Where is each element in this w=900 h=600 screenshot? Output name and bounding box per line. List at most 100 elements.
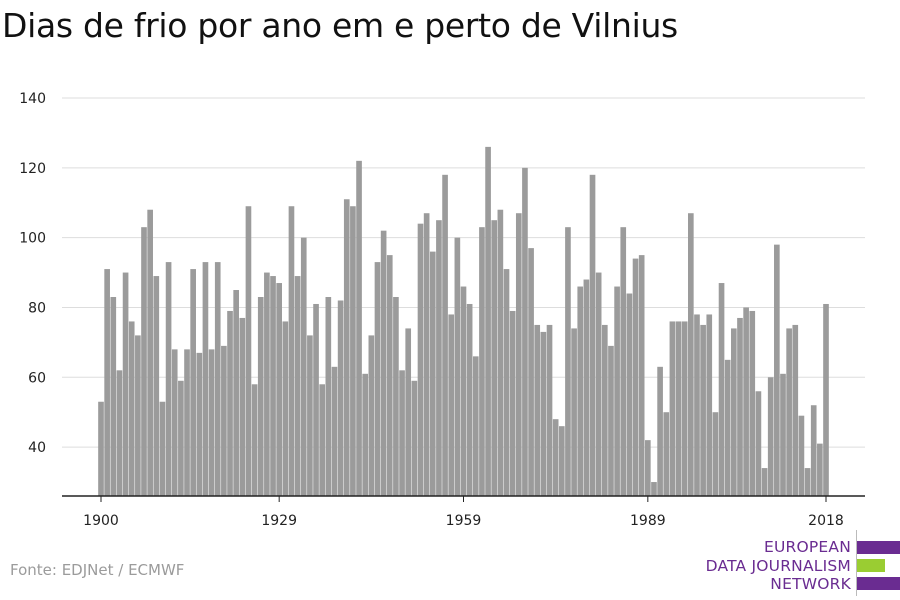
bar-1972 [540,331,547,496]
bar-1997 [694,314,700,496]
bar-1947 [386,255,393,496]
bar-1971 [534,324,541,496]
bar-1981 [595,272,602,496]
bar-1953 [423,213,430,496]
bar-1956 [442,174,448,496]
bar-1976 [565,227,571,496]
bar-1905 [128,321,135,496]
y-tick-label-40: 40 [28,440,46,456]
bar-1968 [515,213,522,496]
bar-2016 [810,405,817,496]
bar-2014 [798,415,805,496]
bar-1907 [141,227,147,496]
bar-1985 [620,227,627,496]
bar-1901 [104,269,110,496]
x-tick-label-1989: 1989 [630,513,666,529]
bar-1924 [245,206,252,497]
logo-bar-purple-bottom [857,577,900,590]
bar-1918 [208,349,215,496]
y-tick-label-120: 120 [19,161,46,177]
bar-1987 [632,258,639,496]
bar-2018 [823,303,829,496]
bar-1944 [368,335,375,496]
bar-1938 [331,366,338,496]
bar-1978 [577,286,584,496]
bar-2006 [749,310,756,496]
bar-1992 [663,412,670,496]
bar-1903 [116,370,123,496]
bar-2002 [724,359,731,496]
bar-1973 [546,324,553,496]
bar-1974 [552,419,559,496]
logo-bar-green [857,559,885,572]
bar-1984 [614,286,620,496]
bar-1912 [171,349,178,496]
bar-1930 [282,321,289,496]
x-tick-label-2018: 2018 [808,513,844,529]
source-note: Fonte: EDJNet / ECMWF [10,561,185,579]
bar-1913 [178,380,184,496]
bar-2015 [804,468,811,496]
bar-1946 [380,230,387,497]
bar-1911 [165,262,172,496]
x-tick-label-1959: 1959 [446,513,482,529]
bar-1983 [608,345,614,496]
bar-1961 [472,356,479,496]
bar-1943 [362,373,369,496]
bar-1980 [589,174,596,496]
bar-1904 [122,272,129,496]
bar-1952 [417,223,424,496]
bar-1995 [681,321,688,496]
bar-1923 [239,317,246,496]
bar-1959 [460,286,467,496]
y-tick-label-100: 100 [19,231,46,247]
bar-1989 [645,440,651,496]
bars [98,146,829,497]
bar-2011 [780,373,786,496]
bar-1991 [657,366,663,496]
bar-1967 [509,310,516,496]
bar-2007 [755,391,762,496]
bar-1986 [626,293,633,496]
bar-2008 [761,468,768,496]
bar-1993 [669,321,676,496]
bar-1900 [98,401,104,496]
bar-1940 [343,199,350,496]
bar-1928 [270,276,276,496]
bar-1942 [356,160,362,496]
bar-1921 [227,310,233,496]
edjnet-logo: EUROPEAN DATA JOURNALISM NETWORK [700,528,900,598]
axes: 1900 1929 1959 1989 2018 [62,495,865,529]
bar-1936 [319,384,326,496]
bar-1917 [202,262,209,496]
bar-1948 [393,297,399,496]
y-tick-label-140: 140 [19,91,46,107]
bar-1937 [325,297,332,496]
bar-1977 [571,328,577,496]
bar-1958 [454,237,461,496]
bar-1915 [190,269,196,496]
bar-1908 [147,209,153,496]
bar-1920 [221,345,227,496]
bar-1950 [405,328,412,496]
bar-1957 [448,314,455,496]
bar-1966 [503,269,510,496]
logo-divider [856,530,857,596]
bar-2001 [718,283,725,496]
bar-1933 [300,237,307,496]
bar-1929 [276,283,282,496]
bar-1990 [651,482,657,496]
bar-1945 [374,262,381,496]
y-tick-label-60: 60 [28,370,46,386]
bar-1906 [135,335,141,496]
bar-1934 [307,335,313,496]
logo-text-data-journalism: DATA JOURNALISM [705,557,851,575]
bar-1922 [233,290,239,496]
bar-1927 [264,272,270,496]
chart-title: Dias de frio por ano em e perto de Vilni… [2,6,678,45]
bar-2009 [767,377,774,496]
bar-1954 [429,251,436,496]
bar-2000 [712,412,719,496]
x-tick-label-1929: 1929 [261,513,297,529]
logo-text-network: NETWORK [770,575,851,593]
